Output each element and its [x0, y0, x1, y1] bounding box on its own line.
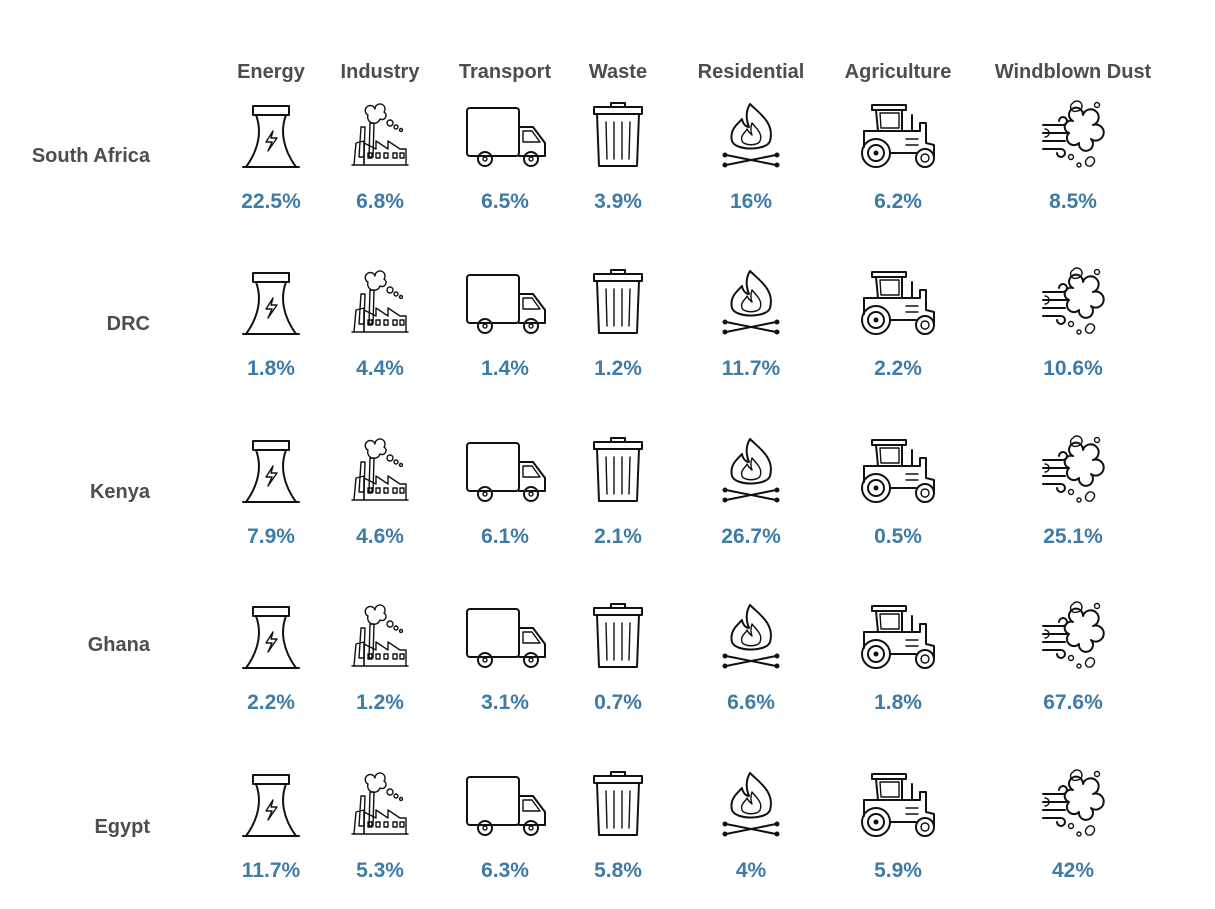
truck-icon: [465, 273, 547, 335]
factory-icon: [351, 772, 409, 835]
value-kenya-residential: 26.7%: [721, 525, 781, 548]
factory-icon: [351, 604, 409, 667]
value-drc-windblown-dust: 10.6%: [1043, 357, 1103, 380]
value-kenya-transport: 6.1%: [481, 525, 529, 548]
row-label-drc: DRC: [107, 313, 150, 335]
value-south-africa-windblown-dust: 8.5%: [1049, 190, 1097, 213]
truck-icon: [465, 775, 547, 837]
tractor-icon: [861, 605, 935, 669]
cooling-tower-icon: [242, 440, 300, 503]
column-header-industry: Industry: [341, 61, 421, 83]
row-label-south-africa: South Africa: [32, 145, 151, 167]
row-label-egypt: Egypt: [94, 816, 150, 838]
truck-icon: [465, 106, 547, 168]
trash-can-icon: [593, 269, 643, 334]
value-egypt-energy: 11.7%: [242, 859, 301, 882]
value-kenya-windblown-dust: 25.1%: [1043, 525, 1103, 548]
trash-can-icon: [593, 771, 643, 836]
column-header-waste: Waste: [589, 61, 647, 83]
tractor-icon: [861, 104, 935, 168]
truck-icon: [465, 441, 547, 503]
table-row-egypt: Egypt 11.7% 5.3% 6.3% 5.8% 4% 5.9% 42%: [94, 769, 1105, 882]
value-south-africa-energy: 22.5%: [241, 190, 301, 213]
value-ghana-windblown-dust: 67.6%: [1043, 691, 1103, 714]
value-drc-industry: 4.4%: [356, 357, 404, 380]
cooling-tower-icon: [242, 606, 300, 669]
factory-icon: [351, 438, 409, 501]
tractor-icon: [861, 271, 935, 335]
table-row-drc: DRC 1.8% 4.4% 1.4% 1.2% 11.7% 2.2% 10.6%: [107, 267, 1105, 380]
windblown-dust-icon: [1042, 601, 1105, 669]
cooling-tower-icon: [242, 105, 300, 168]
column-header-windblown-dust: Windblown Dust: [995, 61, 1152, 83]
value-drc-energy: 1.8%: [247, 357, 295, 380]
column-header-residential: Residential: [698, 61, 805, 83]
row-label-ghana: Ghana: [88, 634, 151, 656]
campfire-icon: [721, 604, 781, 670]
truck-icon: [465, 607, 547, 669]
campfire-icon: [721, 438, 781, 504]
table-rows: South Africa 22.5% 6.8% 6.5% 3.9% 16% 6.2% 8.5%…: [32, 100, 1105, 882]
campfire-icon: [721, 772, 781, 838]
table-row-ghana: Ghana 2.2% 1.2% 3.1% 0.7% 6.6% 1.8% 67.6%: [88, 601, 1105, 714]
value-egypt-residential: 4%: [736, 859, 767, 882]
table-row-south-africa: South Africa 22.5% 6.8% 6.5% 3.9% 16% 6.2% 8.5%: [32, 100, 1105, 213]
trash-can-icon: [593, 603, 643, 668]
value-south-africa-waste: 3.9%: [594, 190, 642, 213]
windblown-dust-icon: [1042, 769, 1105, 837]
value-south-africa-agriculture: 6.2%: [874, 190, 922, 213]
value-kenya-agriculture: 0.5%: [874, 525, 922, 548]
value-egypt-agriculture: 5.9%: [874, 859, 922, 882]
value-ghana-transport: 3.1%: [481, 691, 529, 714]
column-header-agriculture: Agriculture: [845, 61, 952, 83]
column-header-energy: Energy: [237, 61, 306, 83]
value-drc-waste: 1.2%: [594, 357, 642, 380]
value-drc-agriculture: 2.2%: [874, 357, 922, 380]
value-egypt-industry: 5.3%: [356, 859, 404, 882]
windblown-dust-icon: [1042, 267, 1105, 335]
value-ghana-energy: 2.2%: [247, 691, 295, 714]
value-kenya-energy: 7.9%: [247, 525, 295, 548]
column-headers: Energy Industry Transport Waste Residential A…: [237, 61, 1151, 83]
value-kenya-waste: 2.1%: [594, 525, 642, 548]
windblown-dust-icon: [1042, 435, 1105, 503]
trash-can-icon: [593, 437, 643, 502]
value-drc-residential: 11.7%: [722, 357, 781, 380]
column-header-transport: Transport: [459, 61, 552, 83]
value-south-africa-transport: 6.5%: [481, 190, 529, 213]
value-kenya-industry: 4.6%: [356, 525, 404, 548]
value-drc-transport: 1.4%: [481, 357, 529, 380]
cooling-tower-icon: [242, 774, 300, 837]
campfire-icon: [721, 103, 781, 169]
windblown-dust-icon: [1042, 100, 1105, 168]
value-egypt-windblown-dust: 42%: [1052, 859, 1094, 882]
value-south-africa-residential: 16%: [730, 190, 772, 213]
campfire-icon: [721, 270, 781, 336]
table-row-kenya: Kenya 7.9% 4.6% 6.1% 2.1% 26.7% 0.5% 25.1%: [90, 435, 1105, 548]
value-ghana-agriculture: 1.8%: [874, 691, 922, 714]
value-ghana-industry: 1.2%: [356, 691, 404, 714]
value-egypt-transport: 6.3%: [481, 859, 529, 882]
factory-icon: [351, 103, 409, 166]
factory-icon: [351, 270, 409, 333]
value-south-africa-industry: 6.8%: [356, 190, 404, 213]
trash-can-icon: [593, 102, 643, 167]
cooling-tower-icon: [242, 272, 300, 335]
value-egypt-waste: 5.8%: [594, 859, 642, 882]
value-ghana-waste: 0.7%: [594, 691, 642, 714]
value-ghana-residential: 6.6%: [727, 691, 775, 714]
tractor-icon: [861, 439, 935, 503]
tractor-icon: [861, 773, 935, 837]
row-label-kenya: Kenya: [90, 481, 151, 503]
